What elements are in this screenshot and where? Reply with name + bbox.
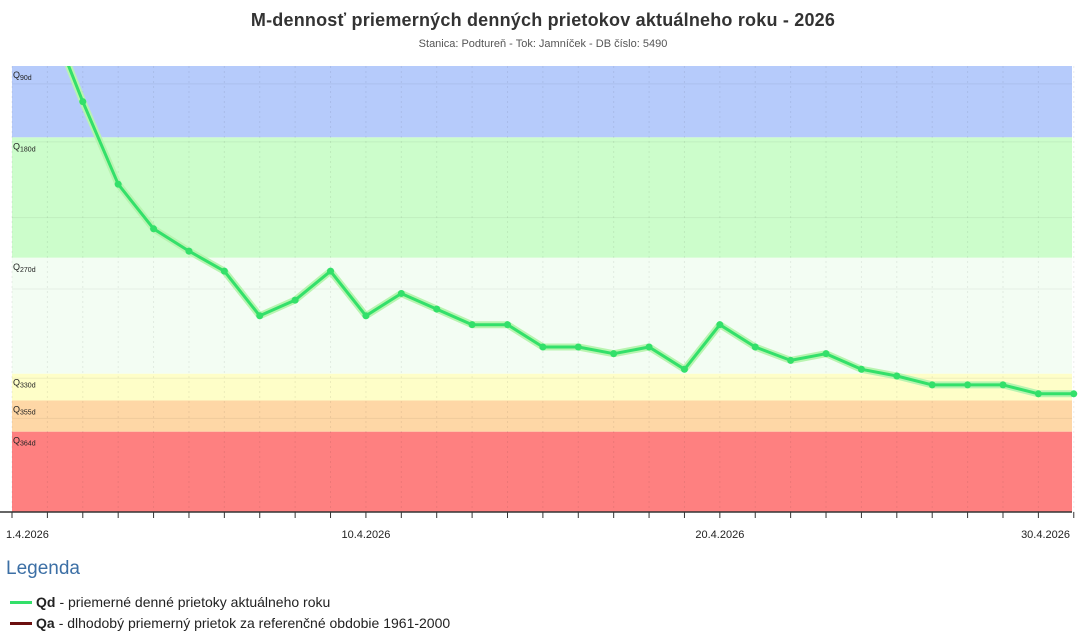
data-point <box>1070 390 1078 398</box>
legend-text-qa: - dlhodobý priemerný prietok za referenč… <box>58 615 451 631</box>
data-point <box>150 225 158 233</box>
data-point <box>185 247 193 255</box>
series-line-Qd <box>67 66 1072 396</box>
legend-item-qa: Qa - dlhodobý priemerný prietok za refer… <box>10 615 450 631</box>
band-q364d <box>12 431 1072 512</box>
chart-subtitle: Stanica: Podtureň - Tok: Jamníček - DB č… <box>418 38 668 50</box>
data-point <box>1034 390 1042 398</box>
legend-key-qd: Qd <box>36 594 56 610</box>
data-point <box>751 343 759 351</box>
data-point <box>362 312 370 320</box>
data-point <box>256 312 264 320</box>
data-point <box>433 305 441 313</box>
data-point <box>680 365 688 373</box>
data-point <box>291 296 299 304</box>
data-point <box>539 343 547 351</box>
legend-item-qd: Qd - priemerné denné prietoky aktuálneho… <box>10 594 330 610</box>
legend-title: Legenda <box>6 558 80 579</box>
data-point <box>114 180 122 188</box>
data-point <box>397 289 405 297</box>
band-q270d <box>12 257 1072 374</box>
data-point <box>928 381 936 389</box>
legend-key-qa: Qa <box>36 615 55 631</box>
data-point <box>610 350 618 358</box>
x-tick-label: 30.4.2026 <box>1021 529 1070 541</box>
data-point <box>857 365 865 373</box>
band-label-q270d: Q270d <box>13 262 36 274</box>
flow-duration-chart: Q90d Q180d Q270d Q330d Q355d Q364d 1.4.2026 10.… <box>0 66 1078 541</box>
data-point <box>79 98 87 106</box>
band-label-q180d: Q180d <box>13 141 36 153</box>
x-tick-label: 1.4.2026 <box>6 529 49 541</box>
data-point <box>964 381 972 389</box>
band-q180d <box>12 137 1072 258</box>
data-point <box>999 381 1007 389</box>
band-label-q330d: Q330d <box>13 378 36 390</box>
qa-line-swatch <box>10 621 32 625</box>
data-point <box>645 343 653 351</box>
data-point <box>787 356 795 364</box>
band-label-q355d: Q355d <box>13 405 36 417</box>
data-point <box>893 372 901 380</box>
band-label-q364d: Q364d <box>13 436 36 448</box>
data-point <box>822 350 830 358</box>
data-point <box>327 267 335 275</box>
data-point <box>220 267 228 275</box>
band-q90d <box>12 66 1072 138</box>
data-point <box>716 321 724 329</box>
band-label-q90d: Q90d <box>13 70 32 82</box>
legend-text-qd: - priemerné denné prietoky aktuálneho ro… <box>59 594 331 610</box>
data-point <box>503 321 511 329</box>
data-point <box>468 321 476 329</box>
x-tick-label: 10.4.2026 <box>341 529 390 541</box>
data-point <box>574 343 582 351</box>
x-tick-label: 20.4.2026 <box>695 529 744 541</box>
chart-title: M-dennosť priemerných denných prietokov … <box>250 10 836 30</box>
qd-line-swatch <box>10 600 32 604</box>
band-q355d <box>12 400 1072 432</box>
